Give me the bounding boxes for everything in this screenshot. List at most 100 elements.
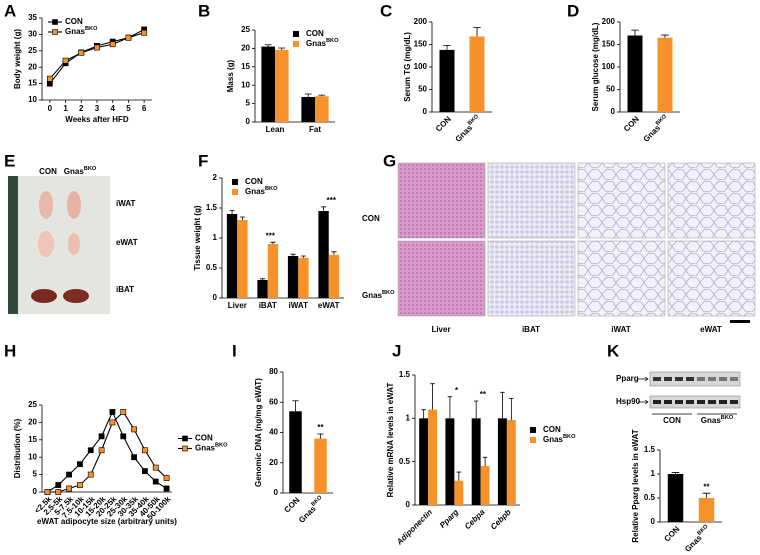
error-bar	[671, 472, 680, 474]
bar	[667, 474, 684, 522]
y-tick-label: 50	[418, 85, 427, 94]
bar	[318, 211, 329, 298]
error-bar	[264, 44, 272, 47]
x-tick-label: 1	[63, 104, 68, 113]
blot-band	[708, 400, 716, 404]
error-bar	[229, 210, 235, 214]
data-point	[120, 409, 127, 415]
panel-letter: D	[567, 1, 579, 20]
data-line	[47, 410, 167, 493]
x-tick-label: 5	[126, 104, 131, 113]
x-tick-label: CON	[662, 524, 681, 543]
x-tick-label: CON	[622, 114, 641, 133]
y-tick-label: 10	[28, 452, 37, 461]
data-point	[94, 44, 100, 51]
legend-label: GnasBKO	[543, 434, 576, 444]
x-tick-label: GnasBKO	[297, 495, 327, 525]
blot-label: Hsp90	[616, 397, 641, 406]
error-bar	[239, 216, 246, 220]
legend-swatch	[52, 19, 58, 25]
legend-label: GnasBKO	[245, 186, 278, 196]
x-tick-label: 4	[110, 104, 115, 113]
data-point	[66, 471, 72, 478]
y-tick-label: 25	[28, 400, 37, 409]
data-point	[152, 464, 159, 471]
bar	[471, 418, 481, 505]
blot-label: Pparg	[616, 374, 639, 383]
data-point	[125, 34, 132, 41]
bar	[237, 220, 248, 298]
legend-label: CON	[306, 29, 324, 38]
data-point	[55, 489, 62, 495]
y-tick-label: 200	[414, 17, 428, 26]
bar	[314, 438, 327, 493]
data-point	[77, 461, 83, 468]
legend-label: CON	[195, 434, 213, 443]
y-axis-label: Genomic DNA (ng/mg eWAT)	[254, 378, 263, 487]
data-point	[163, 485, 170, 492]
tissue	[31, 289, 57, 303]
legend-swatch	[293, 41, 299, 47]
y-tick-label: 10	[241, 80, 250, 89]
error-bar	[317, 433, 324, 439]
x-tick-label: Pparg	[438, 507, 460, 529]
blot-band	[719, 377, 727, 381]
blot-band	[730, 400, 738, 404]
bar	[445, 418, 455, 505]
y-tick-label: 40	[269, 428, 278, 437]
data-point	[46, 75, 53, 82]
bar	[257, 280, 268, 298]
histology-image	[397, 162, 486, 239]
blot-band	[686, 377, 694, 381]
y-tick-label: 0	[406, 500, 411, 509]
blot-band	[686, 400, 694, 404]
blot-band	[697, 377, 705, 381]
x-tick-label: GnasBKO	[641, 114, 671, 144]
y-tick-label: 0	[611, 107, 616, 116]
histology-image	[667, 240, 756, 317]
data-point	[163, 475, 170, 481]
text-part: Gnas	[65, 27, 86, 36]
legend-swatch	[182, 445, 188, 452]
annotation: **	[703, 482, 710, 491]
y-tick-label: 200	[602, 17, 616, 26]
text-part: BKO	[215, 443, 228, 449]
y-tick-label: 10	[28, 95, 37, 104]
error-bar	[290, 253, 296, 256]
legend-label: CON	[245, 177, 263, 186]
histology-image	[577, 162, 666, 239]
photo-row-label: eWAT	[116, 238, 138, 247]
bar	[328, 254, 340, 298]
y-tick-label: 20	[241, 44, 250, 53]
legend-label: GnasBKO	[195, 443, 228, 453]
histology-column-label: iWAT	[611, 325, 631, 334]
data-point	[131, 454, 137, 461]
data-point	[131, 426, 137, 433]
bar	[226, 214, 238, 298]
y-tick-label: 1.5	[399, 370, 411, 379]
y-tick-label: 0.5	[206, 263, 218, 272]
tissue	[67, 191, 81, 219]
bar	[627, 35, 643, 112]
x-tick-label: CON	[282, 495, 301, 514]
legend-swatch	[293, 31, 299, 37]
error-bar	[443, 45, 451, 50]
y-axis-label: Relative mRNA levels in eWAT	[386, 383, 395, 498]
y-tick-label: 25	[28, 46, 37, 55]
bar	[439, 49, 455, 112]
x-axis-label: Weeks after HFD	[65, 115, 129, 124]
y-axis-label: Mass (g)	[226, 59, 235, 92]
y-tick-label: 1	[651, 469, 656, 478]
error-bar	[473, 400, 479, 419]
y-tick-label: 0.5	[644, 493, 656, 502]
bar	[301, 96, 315, 122]
y-tick-label: 5	[246, 99, 251, 108]
annotation: **	[317, 423, 324, 432]
y-tick-label: 150	[602, 40, 616, 49]
text-part: BKO	[85, 26, 98, 32]
text-part: BKO	[467, 114, 480, 127]
blot-group-label: GnasBKO	[701, 415, 734, 425]
text-part: BKO	[655, 114, 668, 127]
histology-row-label: GnasBKO	[362, 290, 395, 300]
